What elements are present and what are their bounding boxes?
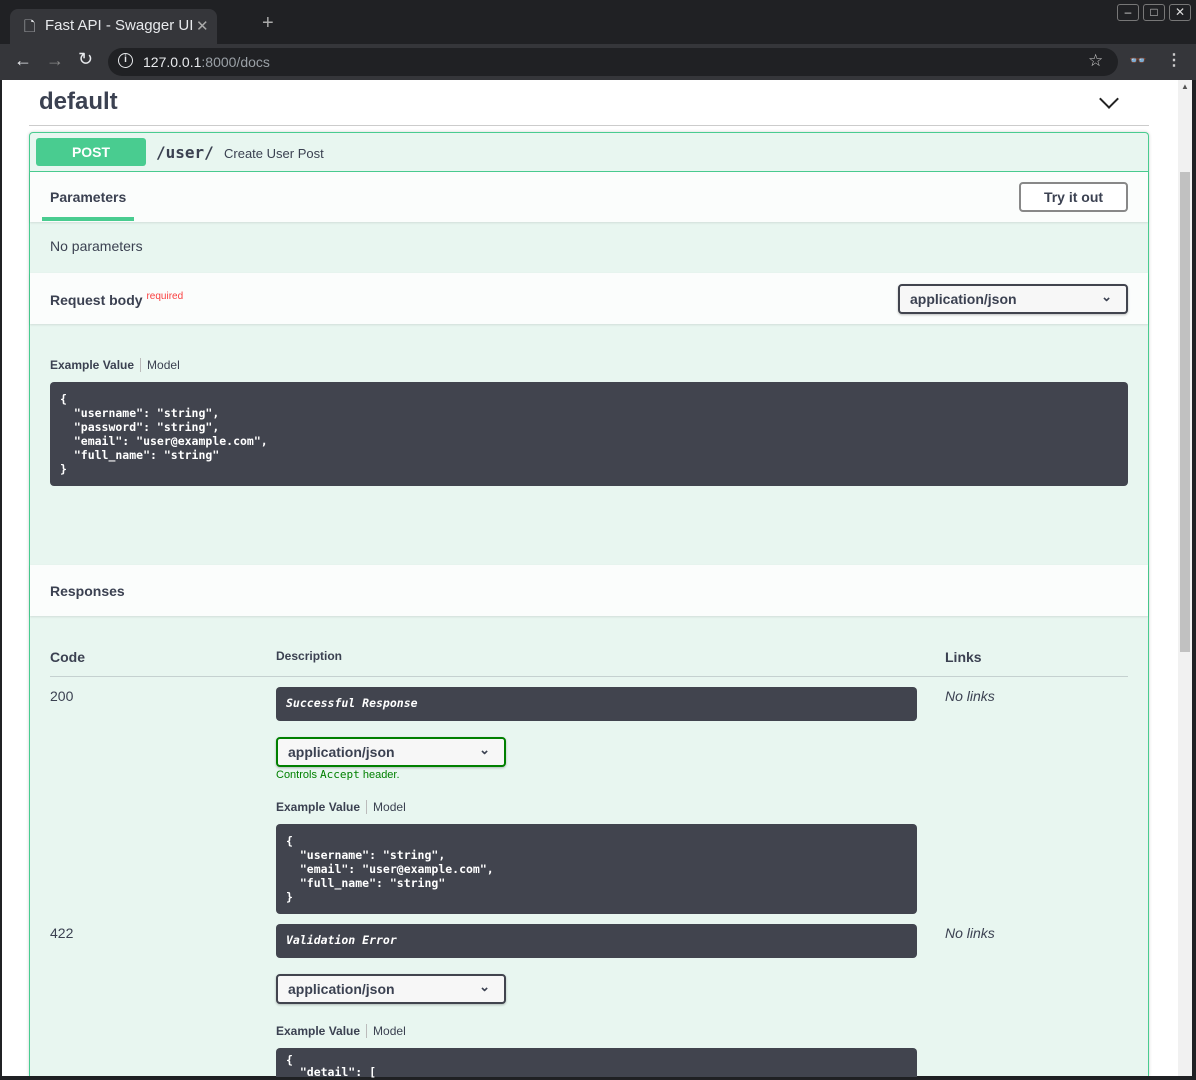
select-value: application/json <box>288 981 395 997</box>
scrollbar[interactable]: ▲ <box>1178 80 1192 1076</box>
response-code: 200 <box>50 688 74 704</box>
maximize-button[interactable]: □ <box>1143 4 1165 21</box>
example-tabs: Example Value Model <box>276 1024 406 1038</box>
url-path: :8000/docs <box>201 54 270 70</box>
required-label: required <box>146 291 184 302</box>
close-icon[interactable]: ✕ <box>196 18 209 35</box>
scroll-up-icon[interactable]: ▲ <box>1181 82 1189 91</box>
select-value: application/json <box>288 744 395 760</box>
response-links: No links <box>945 925 995 941</box>
browser-tab[interactable]: 🗋 Fast API - Swagger UI ✕ <box>10 9 217 44</box>
tab-example-value[interactable]: Example Value <box>276 800 361 814</box>
tab-underline <box>42 217 134 221</box>
incognito-icon[interactable]: 👓 <box>1129 52 1147 68</box>
example-tabs: Example Value Model <box>276 800 406 814</box>
request-body-label: Request body <box>50 292 143 308</box>
method-badge: POST <box>36 138 146 166</box>
tab-bar: 🗋 Fast API - Swagger UI ✕ + – □ ✕ <box>0 0 1196 44</box>
example-tabs: Example Value Model <box>50 358 180 372</box>
page-content: default POST /user/ Create User Post Par… <box>2 80 1178 1078</box>
reload-icon[interactable]: ↻ <box>78 49 94 69</box>
operation-summary[interactable]: POST /user/ Create User Post <box>30 133 1148 172</box>
operation-summary-text: Create User Post <box>224 146 324 161</box>
minimize-button[interactable]: – <box>1117 4 1139 21</box>
response-example-code: { "detail": [ <box>276 1048 917 1078</box>
divider <box>50 676 1128 677</box>
column-links: Links <box>945 649 982 665</box>
chevron-down-icon: ⌄ <box>479 979 490 994</box>
tab-parameters[interactable]: Parameters <box>50 189 127 205</box>
toolbar: ← → ↻ i 127.0.0.1:8000/docs ☆ 👓 ⋮ <box>0 44 1196 80</box>
controls-note-suffix: header. <box>359 769 400 781</box>
no-parameters-text: No parameters <box>50 238 143 254</box>
chevron-down-icon: ⌄ <box>479 742 490 757</box>
parameters-header: Parameters Try it out <box>30 172 1148 222</box>
controls-note-code: Accept <box>320 768 360 781</box>
tab-example-value[interactable]: Example Value <box>50 358 135 372</box>
operation-path: /user/ <box>156 143 214 162</box>
tab-model[interactable]: Model <box>373 1024 406 1038</box>
tab-title: Fast API - Swagger UI <box>45 17 194 34</box>
responses-header: Responses <box>30 565 1148 616</box>
address-bar[interactable]: i 127.0.0.1:8000/docs ☆ <box>108 48 1118 76</box>
plus-icon[interactable]: + <box>262 12 274 34</box>
response-content-type-select[interactable]: application/json ⌄ <box>276 974 506 1004</box>
response-links: No links <box>945 688 995 704</box>
operation-block: POST /user/ Create User Post Parameters … <box>29 132 1149 1078</box>
menu-icon[interactable]: ⋮ <box>1166 52 1182 69</box>
tab-model[interactable]: Model <box>147 358 180 372</box>
info-icon[interactable]: i <box>118 53 133 68</box>
section-title[interactable]: default <box>39 88 118 115</box>
tab-example-value[interactable]: Example Value <box>276 1024 361 1038</box>
controls-note-prefix: Controls <box>276 769 321 781</box>
url-host: 127.0.0.1 <box>143 54 202 70</box>
back-icon[interactable]: ← <box>14 50 32 70</box>
star-icon[interactable]: ☆ <box>1088 51 1104 70</box>
response-code: 422 <box>50 925 74 941</box>
tab-model[interactable]: Model <box>373 800 406 814</box>
response-description: Successful Response <box>276 687 917 721</box>
chevron-down-icon: ⌄ <box>1101 289 1112 304</box>
file-icon: 🗋 <box>24 18 36 34</box>
try-it-out-button[interactable]: Try it out <box>1019 182 1128 212</box>
close-window-button[interactable]: ✕ <box>1169 4 1191 21</box>
responses-title: Responses <box>50 583 125 599</box>
controls-accept-note: Controls Accept header. <box>276 768 400 781</box>
divider <box>29 125 1149 126</box>
column-code: Code <box>50 649 85 665</box>
select-value: application/json <box>910 291 1017 307</box>
request-body-header: Request body required application/json ⌄ <box>30 273 1148 324</box>
scrollbar-thumb[interactable] <box>1180 172 1190 652</box>
column-description: Description <box>276 649 343 663</box>
response-example-code: { "username": "string", "email": "user@e… <box>276 824 917 914</box>
response-content-type-select[interactable]: application/json ⌄ <box>276 737 506 767</box>
response-description: Validation Error <box>276 924 917 958</box>
request-example-code: { "username": "string", "password": "str… <box>50 382 1128 486</box>
chevron-down-icon[interactable] <box>1099 89 1119 109</box>
forward-icon[interactable]: → <box>46 50 64 70</box>
request-content-type-select[interactable]: application/json ⌄ <box>898 284 1128 314</box>
